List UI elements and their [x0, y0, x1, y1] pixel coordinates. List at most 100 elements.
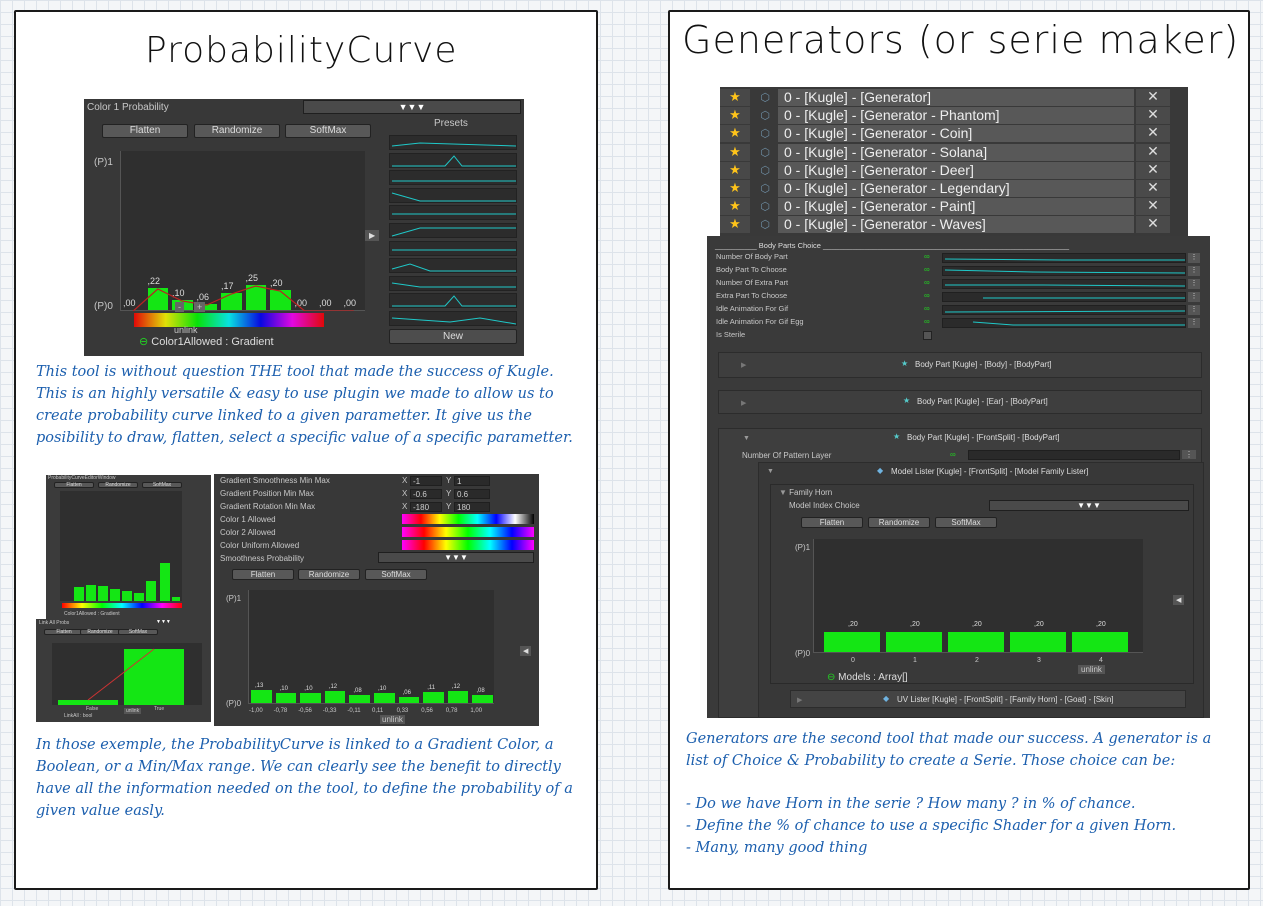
range-bar-8[interactable] [447, 691, 469, 703]
range-randomize-button[interactable]: Randomize [298, 569, 360, 580]
range-bar-0[interactable] [251, 690, 272, 703]
curve-plot-area[interactable]: ,00 ,22 ,10 ,06 ,17 ,25 ,20 ,00 ,00 ,00 [120, 151, 365, 311]
y-field-0[interactable]: 1 [454, 476, 490, 486]
minus-button[interactable]: - [175, 302, 184, 312]
range-softmax-button[interactable]: SoftMax [365, 569, 427, 580]
remove-generator-button[interactable]: ✕ [1136, 89, 1170, 106]
preset-5[interactable] [389, 223, 517, 238]
bar-5[interactable] [245, 285, 266, 310]
foldout-body[interactable]: ▶ ★ Body Part [Kugle] - [Body] - [BodyPa… [718, 352, 1202, 378]
plus-button[interactable]: + [194, 302, 206, 312]
smoothness-dropdown[interactable]: ▼▼▼ [378, 552, 534, 563]
horn-expand-icon[interactable]: ◀ [1173, 595, 1185, 605]
probability-curve-field[interactable] [942, 292, 1186, 302]
pattern-curve-field[interactable] [968, 450, 1180, 460]
bool-unlink[interactable]: unlink [124, 708, 142, 714]
bar-3[interactable] [196, 304, 217, 310]
range-bar-1[interactable] [275, 693, 297, 703]
generator-name-field[interactable]: 0 - [Kugle] - [Generator] [778, 89, 1134, 106]
favorite-star-icon[interactable]: ★ [720, 180, 750, 197]
bool-flatten-button[interactable]: Flatten [44, 629, 84, 635]
remove-generator-button[interactable]: ✕ [1136, 180, 1170, 197]
y-field-1[interactable]: 0.6 [454, 489, 490, 499]
favorite-star-icon[interactable]: ★ [720, 198, 750, 216]
horn-softmax-button[interactable]: SoftMax [935, 517, 997, 528]
remove-generator-button[interactable]: ✕ [1136, 107, 1170, 125]
generator-name-field[interactable]: 0 - [Kugle] - [Generator - Legendary] [778, 180, 1134, 197]
horn-bar-3[interactable] [1010, 632, 1066, 652]
options-dots-icon[interactable]: ⋮ [1188, 253, 1200, 263]
foldout-ear[interactable]: ▶ ★ Body Part [Kugle] - [Ear] - [BodyPar… [718, 390, 1202, 414]
generator-name-field[interactable]: 0 - [Kugle] - [Generator - Waves] [778, 216, 1134, 234]
randomize-button[interactable]: Randomize [194, 124, 280, 138]
generator-name-field[interactable]: 0 - [Kugle] - [Generator - Deer] [778, 161, 1134, 179]
preset-4[interactable] [389, 205, 517, 221]
color1-gradient[interactable] [402, 514, 534, 524]
range-bar-5[interactable] [374, 693, 395, 703]
preset-7[interactable] [389, 258, 517, 274]
x-field-0[interactable]: -1 [410, 476, 442, 486]
bar-4[interactable] [221, 293, 242, 310]
color2-gradient[interactable] [402, 527, 534, 537]
probability-dropdown[interactable]: ▼▼▼ [303, 100, 521, 114]
remove-generator-button[interactable]: ✕ [1136, 161, 1170, 179]
preset-3[interactable] [389, 187, 517, 203]
range-expand-icon[interactable]: ◀ [520, 646, 532, 656]
generator-name-field[interactable]: 0 - [Kugle] - [Generator - Paint] [778, 198, 1134, 216]
horn-bar-4[interactable] [1072, 632, 1128, 652]
preset-1[interactable] [389, 152, 517, 168]
preset-9[interactable] [389, 293, 517, 309]
remove-generator-button[interactable]: ✕ [1136, 198, 1170, 216]
mini-flatten-button[interactable]: Flatten [54, 482, 94, 488]
horn-plot-area[interactable]: ,20 ,20 ,20 ,20 ,20 [813, 539, 1143, 653]
favorite-star-icon[interactable]: ★ [720, 161, 750, 179]
flatten-button[interactable]: Flatten [102, 124, 188, 138]
is-sterile-checkbox[interactable] [923, 331, 932, 340]
options-dots-icon[interactable]: ⋮ [1188, 266, 1200, 276]
horn-bar-0[interactable] [824, 632, 880, 652]
preset-6[interactable] [389, 240, 517, 256]
remove-generator-button[interactable]: ✕ [1136, 125, 1170, 143]
horn-unlink[interactable]: unlink [1078, 665, 1105, 674]
mini-randomize-button[interactable]: Randomize [98, 482, 138, 488]
x-field-1[interactable]: -0.6 [410, 489, 442, 499]
mini-softmax-button[interactable]: SoftMax [142, 482, 182, 488]
horn-flatten-button[interactable]: Flatten [801, 517, 863, 528]
favorite-star-icon[interactable]: ★ [720, 107, 750, 125]
probability-curve-field[interactable] [942, 318, 1186, 328]
new-preset-button[interactable]: New [389, 329, 517, 344]
range-bar-2[interactable] [300, 693, 321, 703]
preset-10[interactable] [389, 311, 517, 326]
x-field-2[interactable]: -180 [410, 502, 442, 512]
preset-0[interactable] [389, 135, 517, 150]
remove-generator-button[interactable]: ✕ [1136, 143, 1170, 161]
expand-arrow-icon[interactable]: ▶ [365, 230, 380, 241]
bool-softmax-button[interactable]: SoftMax [118, 629, 158, 635]
uv-lister-foldout[interactable]: ▶ ◆ UV Lister [Kugle] - [FrontSplit] - [… [790, 690, 1186, 708]
probability-curve-field[interactable] [942, 253, 1186, 263]
range-bar-3[interactable] [324, 691, 346, 703]
bool-dropdown[interactable]: ▼▼▼ [156, 619, 171, 625]
preset-2[interactable] [389, 170, 517, 186]
generator-name-field[interactable]: 0 - [Kugle] - [Generator - Solana] [778, 143, 1134, 161]
range-plot-area[interactable]: ,13 ,10 ,10 ,12 ,08 ,10 ,06 ,11 ,12 ,08 [248, 590, 494, 704]
favorite-star-icon[interactable]: ★ [720, 125, 750, 143]
range-unlink[interactable]: unlink [380, 715, 405, 724]
range-bar-6[interactable] [398, 697, 420, 703]
y-field-2[interactable]: 180 [454, 502, 490, 512]
options-dots-icon[interactable]: ⋮ [1188, 318, 1200, 328]
color-uniform-gradient[interactable] [402, 540, 534, 550]
generator-name-field[interactable]: 0 - [Kugle] - [Generator - Phantom] [778, 107, 1134, 125]
horn-randomize-button[interactable]: Randomize [868, 517, 930, 528]
remove-generator-button[interactable]: ✕ [1136, 216, 1170, 234]
options-dots-icon[interactable]: ⋮ [1188, 305, 1200, 315]
unlink-label[interactable]: unlink [174, 325, 198, 335]
probability-curve-field[interactable] [942, 305, 1186, 315]
range-bar-4[interactable] [349, 695, 370, 703]
horn-bar-2[interactable] [948, 632, 1004, 652]
options-dots-icon[interactable]: ⋮ [1188, 279, 1200, 289]
generator-name-field[interactable]: 0 - [Kugle] - [Generator - Coin] [778, 125, 1134, 143]
range-bar-9[interactable] [472, 695, 493, 703]
probability-curve-field[interactable] [942, 279, 1186, 289]
range-bar-7[interactable] [423, 692, 444, 703]
